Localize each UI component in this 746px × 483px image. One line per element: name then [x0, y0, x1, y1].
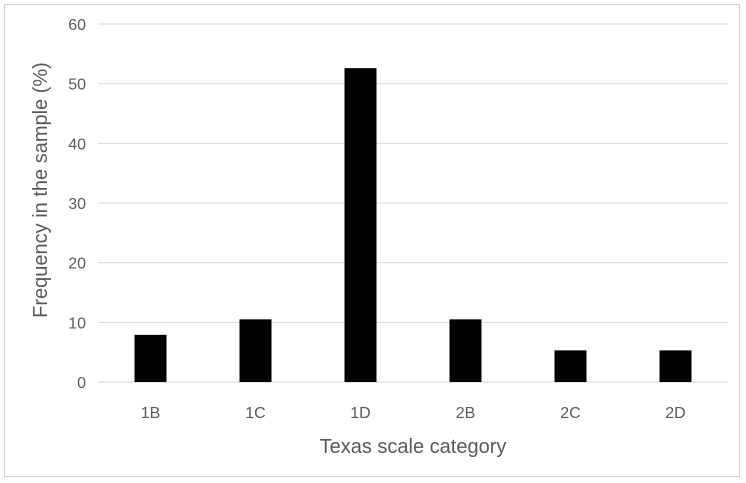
x-axis-title: Texas scale category	[320, 436, 507, 458]
y-tick-label: 20	[68, 256, 86, 273]
y-tick-label: 60	[68, 17, 86, 34]
bar-2b	[449, 319, 482, 382]
bar-2c	[554, 350, 587, 382]
bar-1c	[239, 319, 272, 382]
y-tick-label: 50	[68, 77, 86, 94]
bar-1b	[134, 334, 167, 382]
y-tick-label: 30	[68, 196, 86, 213]
bar-chart: 0 10 20 30 40 50 60 1B 1C 1D 2B 2C 2D Texas scale c…	[30, 17, 728, 458]
y-tick-label: 10	[68, 315, 86, 332]
y-axis-title: Frequency in the sample (%)	[30, 62, 52, 318]
y-tick-label: 40	[68, 136, 86, 153]
bar-1d	[344, 68, 377, 383]
x-tick-label: 2C	[560, 405, 580, 422]
bar-2d	[659, 350, 692, 382]
x-tick-labels: 1B 1C 1D 2B 2C 2D	[141, 405, 686, 422]
gridlines	[98, 23, 728, 383]
x-tick-label: 2B	[456, 405, 476, 422]
y-tick-label: 0	[77, 375, 86, 392]
chart-frame: 0 10 20 30 40 50 60 1B 1C 1D 2B 2C 2D Texas scale c…	[4, 4, 740, 477]
x-tick-label: 1D	[350, 405, 370, 422]
y-tick-labels: 0 10 20 30 40 50 60	[68, 17, 86, 392]
x-tick-label: 1B	[141, 405, 161, 422]
x-tick-label: 1C	[245, 405, 265, 422]
x-tick-label: 2D	[665, 405, 685, 422]
bars	[134, 68, 692, 383]
